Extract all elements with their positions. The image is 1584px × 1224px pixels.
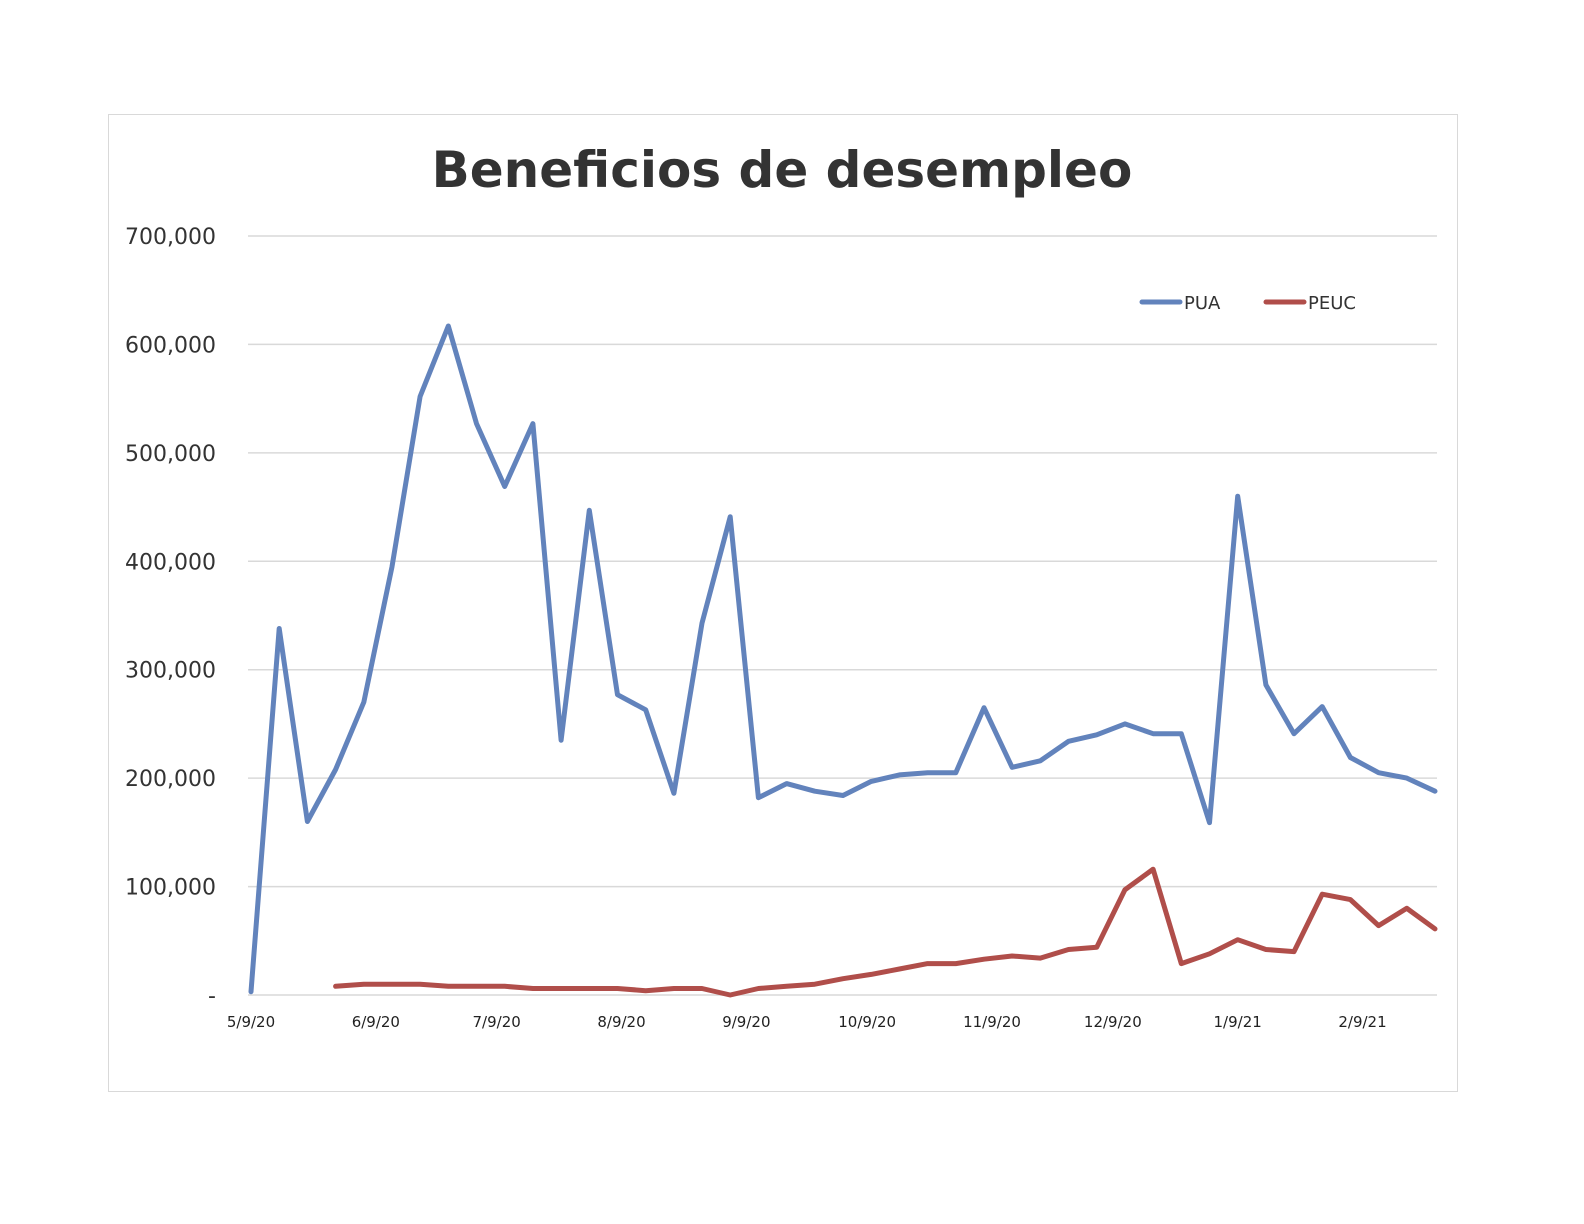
x-tick-label: 5/9/20	[227, 1013, 275, 1031]
x-tick-label: 12/9/20	[1084, 1013, 1142, 1031]
x-tick-label: 2/9/21	[1338, 1013, 1386, 1031]
y-axis-tick-labels: - 100,000 200,000 300,000 400,000 500,000 600,…	[125, 225, 216, 1009]
series-lines	[248, 323, 1438, 998]
chart-frame	[108, 114, 1458, 1092]
x-tick-label: 11/9/20	[963, 1013, 1021, 1031]
legend: PUA PEUC	[1139, 293, 1356, 314]
gridlines	[248, 235, 1437, 996]
x-tick-label: 6/9/20	[352, 1013, 400, 1031]
x-tick-label: 7/9/20	[473, 1013, 521, 1031]
y-tick-label: 500,000	[125, 442, 216, 467]
y-tick-label: 300,000	[125, 659, 216, 684]
x-axis-tick-labels: 5/9/20 6/9/20 7/9/20 8/9/20 9/9/20 10/9/20 11/…	[227, 1013, 1387, 1031]
x-tick-label: 9/9/20	[722, 1013, 770, 1031]
x-tick-label: 10/9/20	[838, 1013, 896, 1031]
y-tick-label: 200,000	[125, 767, 216, 792]
x-tick-label: 1/9/21	[1214, 1013, 1262, 1031]
y-tick-label: 600,000	[125, 333, 216, 358]
y-tick-label: -	[208, 984, 216, 1009]
series-line-peuc	[333, 866, 1438, 998]
series-line-pua	[248, 323, 1438, 995]
y-tick-label: 700,000	[125, 225, 216, 250]
y-tick-label: 400,000	[125, 550, 216, 575]
legend-label-peuc: PEUC	[1308, 293, 1356, 314]
legend-label-pua: PUA	[1184, 293, 1221, 314]
y-tick-label: 100,000	[125, 876, 216, 901]
chart-title: Beneficios de desempleo	[432, 141, 1133, 199]
x-tick-label: 8/9/20	[597, 1013, 645, 1031]
